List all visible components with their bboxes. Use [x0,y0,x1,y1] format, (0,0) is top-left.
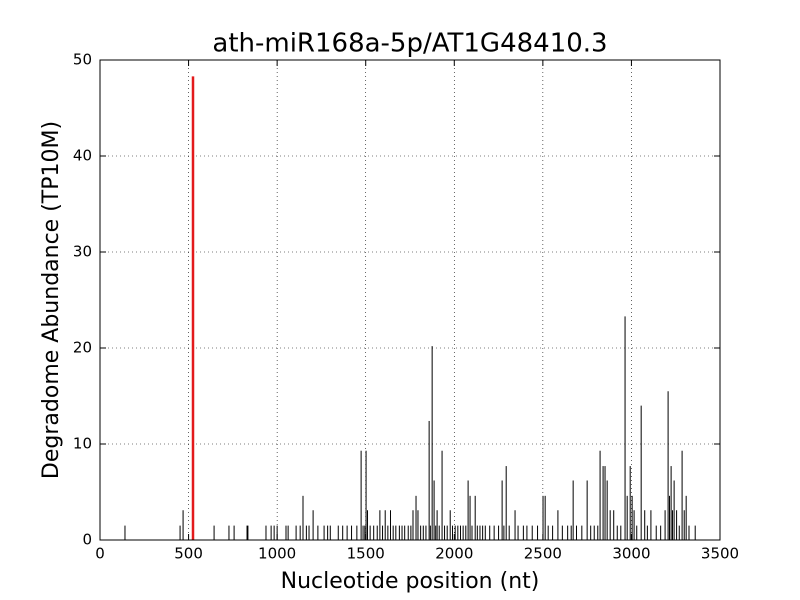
y-tick-label: 50 [73,51,92,69]
y-tick-label: 40 [73,147,92,165]
x-tick-label: 1000 [258,545,296,563]
x-tick-label: 0 [95,545,105,563]
chart-title: ath-miR168a-5p/AT1G48410.3 [212,29,607,59]
x-axis-label: Nucleotide position (nt) [281,569,540,594]
y-tick-label: 10 [73,435,92,453]
y-tick-label: 0 [82,531,92,549]
x-tick-label: 3500 [701,545,739,563]
plot-frame [99,59,721,541]
y-tick-label: 30 [73,243,92,261]
y-axis-label: Degradome Abundance (TP10M) [39,121,64,479]
x-tick-label: 3000 [612,545,650,563]
x-tick-label: 500 [174,545,203,563]
x-tick-label: 1500 [347,545,385,563]
x-tick-label: 2500 [524,545,562,563]
y-tick-label: 20 [73,339,92,357]
x-tick-label: 2000 [435,545,473,563]
